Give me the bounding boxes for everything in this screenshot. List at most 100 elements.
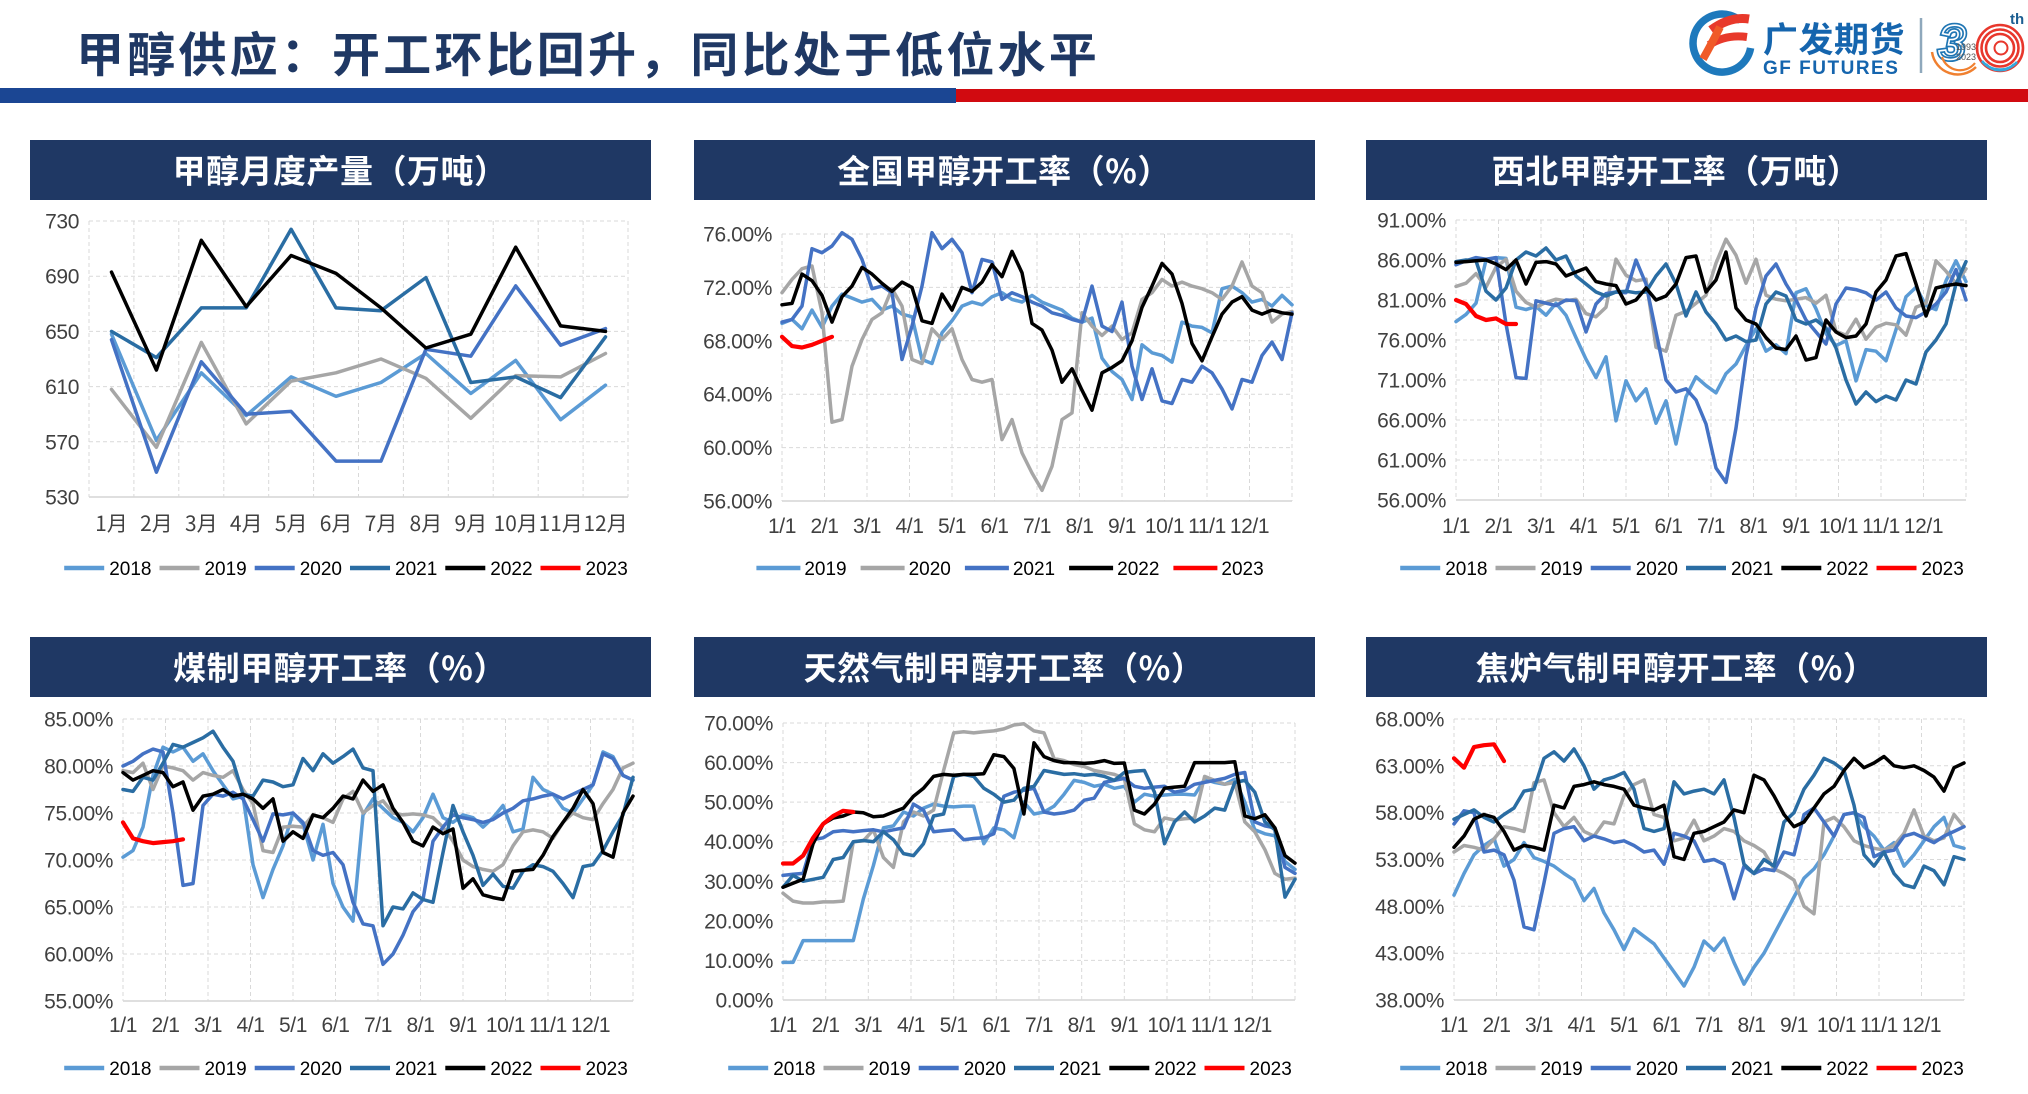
svg-text:2021: 2021	[1731, 559, 1773, 580]
svg-text:2019: 2019	[204, 1059, 246, 1080]
svg-text:2023: 2023	[1221, 559, 1263, 580]
svg-text:6/1: 6/1	[1653, 1014, 1681, 1037]
svg-text:3/1: 3/1	[194, 1014, 222, 1037]
svg-text:690: 690	[45, 266, 79, 289]
svg-text:2022: 2022	[1826, 559, 1868, 580]
svg-text:4/1: 4/1	[897, 1014, 925, 1037]
svg-text:40.00%: 40.00%	[704, 831, 773, 854]
svg-text:2023: 2023	[1956, 52, 1976, 62]
svg-text:4/1: 4/1	[237, 1014, 265, 1037]
svg-text:60.00%: 60.00%	[704, 752, 773, 775]
svg-text:56.00%: 56.00%	[1377, 490, 1446, 513]
svg-text:43.00%: 43.00%	[1375, 943, 1444, 966]
svg-text:7/1: 7/1	[1697, 515, 1725, 538]
svg-text:2/1: 2/1	[1485, 515, 1513, 538]
svg-text:2020: 2020	[909, 559, 951, 580]
svg-text:5/1: 5/1	[938, 515, 966, 538]
svg-text:64.00%: 64.00%	[703, 384, 772, 407]
svg-text:4/1: 4/1	[1570, 515, 1598, 538]
svg-text:68.00%: 68.00%	[1375, 709, 1444, 732]
svg-text:10/1: 10/1	[1817, 1014, 1856, 1037]
svg-text:12/1: 12/1	[1233, 1014, 1272, 1037]
svg-text:2019: 2019	[804, 559, 846, 580]
svg-text:2018: 2018	[1445, 1059, 1487, 1080]
svg-text:9/1: 9/1	[1782, 515, 1810, 538]
svg-text:11/1: 11/1	[1862, 515, 1900, 538]
svg-text:68.00%: 68.00%	[703, 330, 772, 353]
svg-text:53.00%: 53.00%	[1375, 849, 1444, 872]
svg-text:2021: 2021	[395, 559, 437, 580]
svg-text:3/1: 3/1	[853, 515, 881, 538]
svg-text:65.00%: 65.00%	[44, 897, 113, 920]
svg-text:1993: 1993	[1956, 42, 1976, 52]
svg-text:75.00%: 75.00%	[44, 803, 113, 826]
svg-text:12/1: 12/1	[1904, 515, 1943, 538]
svg-text:1/1: 1/1	[1440, 1014, 1468, 1037]
svg-text:81.00%: 81.00%	[1377, 290, 1446, 313]
svg-text:80.00%: 80.00%	[44, 756, 113, 779]
svg-text:5/1: 5/1	[940, 1014, 968, 1037]
svg-text:71.00%: 71.00%	[1377, 370, 1446, 393]
svg-text:9/1: 9/1	[1780, 1014, 1808, 1037]
svg-text:2018: 2018	[773, 1059, 815, 1080]
svg-text:6/1: 6/1	[982, 1014, 1010, 1037]
svg-text:8/1: 8/1	[1066, 515, 1094, 538]
svg-text:610: 610	[45, 376, 79, 399]
svg-text:5/1: 5/1	[1610, 1014, 1638, 1037]
svg-text:2/1: 2/1	[812, 1014, 840, 1037]
svg-text:63.00%: 63.00%	[1375, 755, 1444, 778]
svg-text:38.00%: 38.00%	[1375, 990, 1444, 1013]
svg-text:2021: 2021	[1013, 559, 1055, 580]
svg-text:70.00%: 70.00%	[704, 713, 773, 736]
svg-text:12/1: 12/1	[1902, 1014, 1941, 1037]
svg-text:2018: 2018	[109, 1059, 151, 1080]
svg-text:11/1: 11/1	[1188, 515, 1226, 538]
svg-text:7/1: 7/1	[1695, 1014, 1723, 1037]
svg-text:2022: 2022	[490, 1059, 532, 1080]
svg-text:2019: 2019	[1540, 1059, 1582, 1080]
svg-text:6/1: 6/1	[1655, 515, 1683, 538]
svg-text:8/1: 8/1	[1738, 1014, 1766, 1037]
svg-text:2018: 2018	[1445, 559, 1487, 580]
svg-text:7/1: 7/1	[364, 1014, 392, 1037]
svg-text:2020: 2020	[300, 1059, 342, 1080]
svg-text:76.00%: 76.00%	[703, 224, 772, 247]
svg-text:2022: 2022	[1117, 559, 1159, 580]
svg-text:5/1: 5/1	[279, 1014, 307, 1037]
svg-text:2021: 2021	[1059, 1059, 1101, 1080]
svg-text:12/1: 12/1	[571, 1014, 610, 1037]
svg-text:10/1: 10/1	[1819, 515, 1858, 538]
svg-text:2023: 2023	[1922, 1059, 1964, 1080]
svg-text:20.00%: 20.00%	[704, 910, 773, 933]
svg-text:GF FUTURES: GF FUTURES	[1763, 58, 1899, 79]
svg-text:70.00%: 70.00%	[44, 850, 113, 873]
svg-text:8/1: 8/1	[1740, 515, 1768, 538]
svg-text:4/1: 4/1	[896, 515, 924, 538]
svg-text:9/1: 9/1	[1108, 515, 1136, 538]
svg-text:6/1: 6/1	[981, 515, 1009, 538]
svg-text:3: 3	[1939, 17, 1966, 70]
svg-text:2/1: 2/1	[152, 1014, 180, 1037]
svg-text:1/1: 1/1	[1442, 515, 1470, 538]
svg-text:5/1: 5/1	[1612, 515, 1640, 538]
svg-text:650: 650	[45, 321, 79, 344]
svg-text:2020: 2020	[300, 559, 342, 580]
svg-text:9/1: 9/1	[1110, 1014, 1138, 1037]
svg-text:11/1: 11/1	[1191, 1014, 1229, 1037]
svg-text:2019: 2019	[1540, 559, 1582, 580]
svg-text:7/1: 7/1	[1025, 1014, 1053, 1037]
svg-text:86.00%: 86.00%	[1377, 250, 1446, 273]
svg-text:50.00%: 50.00%	[704, 792, 773, 815]
svg-text:2020: 2020	[964, 1059, 1006, 1080]
svg-text:72.00%: 72.00%	[703, 277, 772, 300]
svg-text:8/1: 8/1	[407, 1014, 435, 1037]
svg-text:6/1: 6/1	[322, 1014, 350, 1037]
svg-text:3: 3	[1939, 17, 1966, 70]
svg-text:2022: 2022	[490, 559, 532, 580]
svg-text:8/1: 8/1	[1068, 1014, 1096, 1037]
svg-text:12/1: 12/1	[1230, 515, 1269, 538]
svg-text:48.00%: 48.00%	[1375, 896, 1444, 919]
svg-text:58.00%: 58.00%	[1375, 802, 1444, 825]
svg-text:60.00%: 60.00%	[703, 437, 772, 460]
svg-text:2023: 2023	[586, 1059, 628, 1080]
